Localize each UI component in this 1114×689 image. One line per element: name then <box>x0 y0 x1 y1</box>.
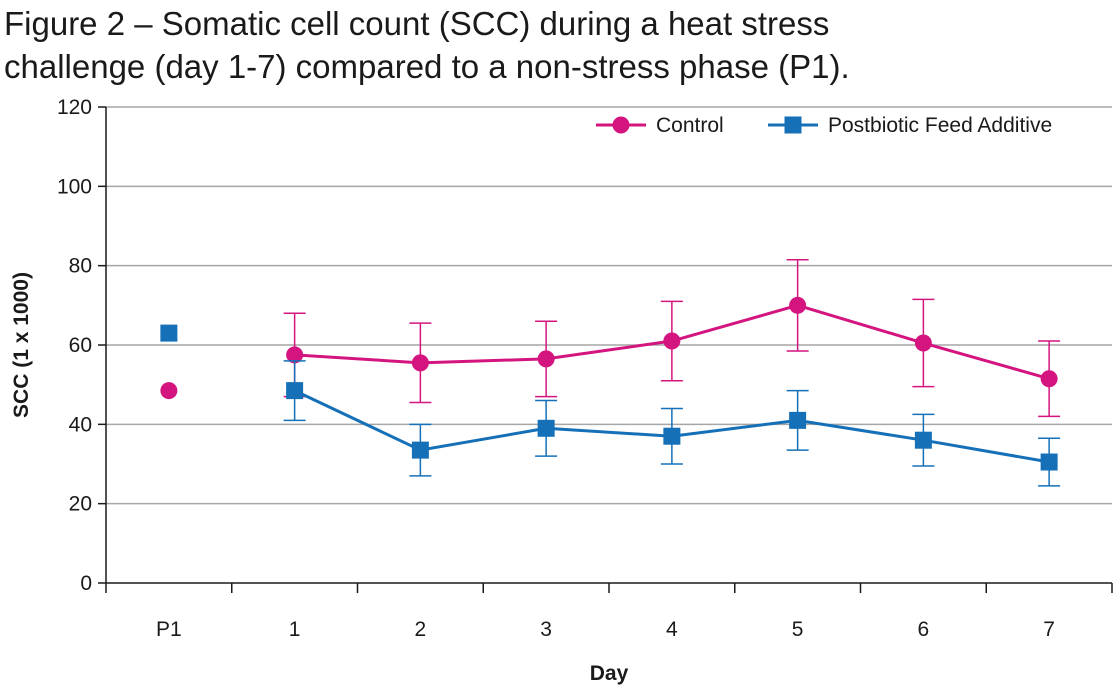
legend-item-1: Postbiotic Feed Additive <box>768 114 1052 137</box>
point-1-5 <box>789 411 807 429</box>
x-tick-label-3: 3 <box>540 618 552 641</box>
point-0-5 <box>789 296 807 314</box>
figure-title: Figure 2 – Somatic cell count (SCC) duri… <box>4 2 1104 88</box>
x-tick-label-4: 4 <box>666 618 678 641</box>
y-tick-label-100: 100 <box>57 175 92 198</box>
series-0 <box>160 258 1061 418</box>
point-1-6 <box>914 431 932 449</box>
point-1-1 <box>286 382 304 400</box>
series-1 <box>160 324 1061 487</box>
legend-label-1: Postbiotic Feed Additive <box>828 114 1052 137</box>
x-tick-label-5: 5 <box>792 618 804 641</box>
figure-title-line-1: Figure 2 – Somatic cell count (SCC) duri… <box>4 5 830 42</box>
y-tick-label-120: 120 <box>57 96 92 119</box>
point-1-0 <box>160 324 178 342</box>
legend-label-0: Control <box>656 114 724 137</box>
point-0-6 <box>914 334 932 352</box>
x-tick-label-P1: P1 <box>156 618 182 641</box>
point-0-4 <box>663 332 681 350</box>
y-tick-label-60: 60 <box>69 334 92 357</box>
point-1-7 <box>1040 453 1058 471</box>
y-tick-label-40: 40 <box>69 413 92 436</box>
y-axis-label: SCC (1 x 1000) <box>10 272 33 418</box>
x-ticks: P1 1 2 3 4 5 6 7 <box>105 583 1113 641</box>
gridlines <box>106 106 1112 505</box>
y-tick-label-0: 0 <box>80 572 92 595</box>
point-0-3 <box>537 350 555 368</box>
x-tick-label-2: 2 <box>415 618 427 641</box>
x-tick-label-1: 1 <box>289 618 301 641</box>
point-1-2 <box>411 441 429 459</box>
legend-marker-0 <box>612 116 630 134</box>
legend-item-0: Control <box>596 114 724 137</box>
point-1-4 <box>663 427 681 445</box>
legend: Control Postbiotic Feed Additive <box>596 114 1052 137</box>
point-0-1 <box>286 346 304 364</box>
y-ticks: 0 20 40 60 80 100 120 <box>57 96 106 595</box>
point-0-7 <box>1040 370 1058 388</box>
figure-title-line-2: challenge (day 1-7) compared to a non-st… <box>4 48 850 85</box>
point-1-3 <box>537 419 555 437</box>
x-tick-label-7: 7 <box>1043 618 1055 641</box>
point-0-0 <box>160 382 178 400</box>
legend-marker-1 <box>784 116 802 134</box>
point-0-2 <box>411 354 429 372</box>
y-tick-label-20: 20 <box>69 493 92 516</box>
x-axis-label: Day <box>590 662 629 685</box>
y-tick-label-80: 80 <box>69 255 92 278</box>
x-tick-label-6: 6 <box>918 618 930 641</box>
series-layer <box>160 258 1061 487</box>
